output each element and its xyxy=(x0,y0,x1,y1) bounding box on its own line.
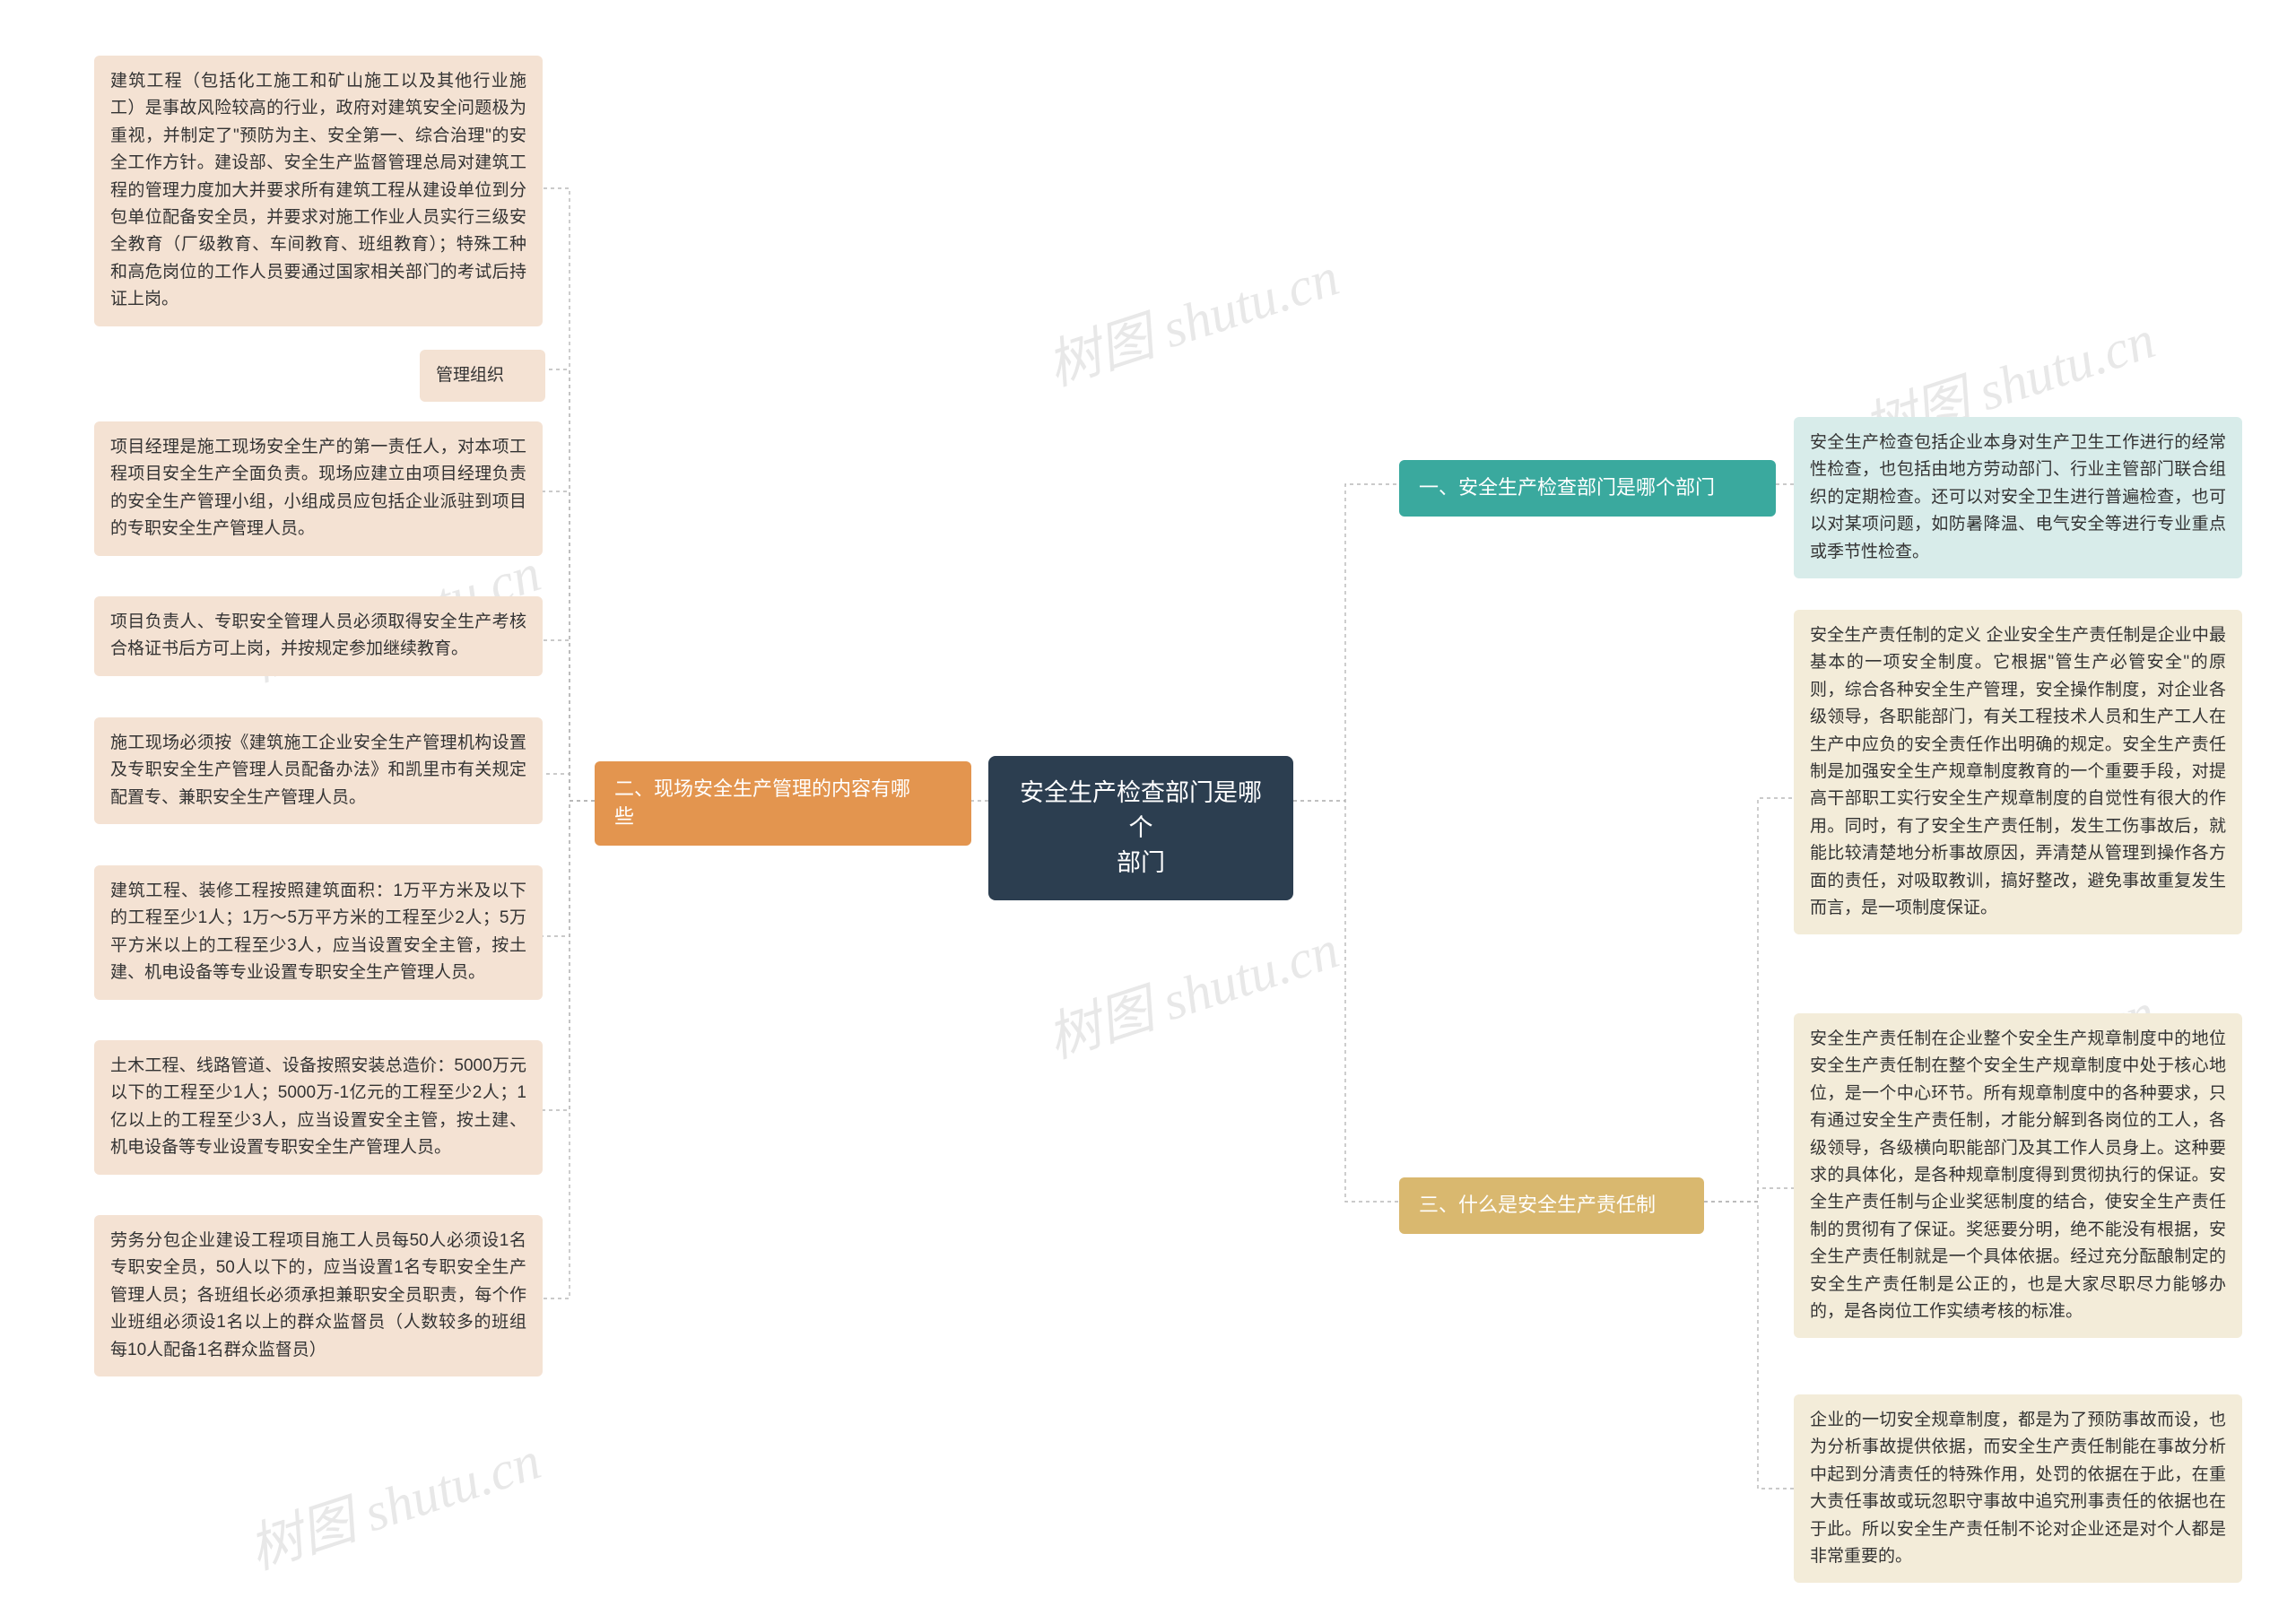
leaf-b2-8-text: 劳务分包企业建设工程项目施工人员每50人必须设1名专职安全员，50人以下的，应当… xyxy=(110,1231,526,1359)
branch-3-label: 三、什么是安全生产责任制 xyxy=(1419,1194,1656,1216)
leaf-b3-3-text: 企业的一切安全规章制度，都是为了预防事故而设，也为分析事故提供依据，而安全生产责… xyxy=(1810,1411,2226,1566)
leaf-b2-3-text: 项目经理是施工现场安全生产的第一责任人，对本项工程项目安全生产全面负责。现场应建… xyxy=(110,438,526,538)
leaf-b1-1: 安全生产检查包括企业本身对生产卫生工作进行的经常性检查，也包括由地方劳动部门、行… xyxy=(1794,417,2242,578)
central-text-l1: 安全生产检查部门是哪个 xyxy=(1020,779,1262,841)
leaf-b3-1: 安全生产责任制的定义 企业安全生产责任制是企业中最基本的一项安全制度。它根据"管… xyxy=(1794,610,2242,934)
branch-node-2: 二、现场安全生产管理的内容有哪 些 xyxy=(595,761,971,846)
leaf-b2-2-text: 管理组织 xyxy=(436,366,504,385)
leaf-b3-1-text: 安全生产责任制的定义 企业安全生产责任制是企业中最基本的一项安全制度。它根据"管… xyxy=(1810,626,2226,917)
leaf-b3-3: 企业的一切安全规章制度，都是为了预防事故而设，也为分析事故提供依据，而安全生产责… xyxy=(1794,1394,2242,1583)
mindmap-canvas: 树图 shutu.cn树图 shutu.cn树图 shutu.cn树图 shut… xyxy=(0,0,2296,1624)
branch-2-label-l2: 些 xyxy=(614,805,634,828)
central-node: 安全生产检查部门是哪个 部门 xyxy=(988,756,1293,900)
leaf-b2-7: 土木工程、线路管道、设备按照安装总造价：5000万元以下的工程至少1人；5000… xyxy=(94,1040,543,1175)
leaf-b2-6-text: 建筑工程、装修工程按照建筑面积：1万平方米及以下的工程至少1人；1万～5万平方米… xyxy=(110,881,526,982)
leaf-b2-2: 管理组织 xyxy=(420,350,545,402)
leaf-b2-1-text: 建筑工程（包括化工施工和矿山施工以及其他行业施工）是事故风险较高的行业，政府对建… xyxy=(110,72,526,308)
leaf-b3-2-text: 安全生产责任制在企业整个安全生产规章制度中的地位 安全生产责任制在整个安全生产规… xyxy=(1810,1029,2226,1321)
branch-node-3: 三、什么是安全生产责任制 xyxy=(1399,1177,1704,1234)
leaf-b2-7-text: 土木工程、线路管道、设备按照安装总造价：5000万元以下的工程至少1人；5000… xyxy=(110,1056,526,1157)
leaf-b2-5: 施工现场必须按《建筑施工企业安全生产管理机构设置及专职安全生产管理人员配备办法》… xyxy=(94,717,543,824)
leaf-b2-3: 项目经理是施工现场安全生产的第一责任人，对本项工程项目安全生产全面负责。现场应建… xyxy=(94,421,543,556)
central-text-l2: 部门 xyxy=(1117,849,1165,876)
leaf-b2-4-text: 项目负责人、专职安全管理人员必须取得安全生产考核合格证书后方可上岗，并按规定参加… xyxy=(110,612,526,658)
leaf-b2-8: 劳务分包企业建设工程项目施工人员每50人必须设1名专职安全员，50人以下的，应当… xyxy=(94,1215,543,1376)
leaf-b2-4: 项目负责人、专职安全管理人员必须取得安全生产考核合格证书后方可上岗，并按规定参加… xyxy=(94,596,543,676)
leaf-b1-1-text: 安全生产检查包括企业本身对生产卫生工作进行的经常性检查，也包括由地方劳动部门、行… xyxy=(1810,433,2226,561)
branch-node-1: 一、安全生产检查部门是哪个部门 xyxy=(1399,460,1776,517)
leaf-b2-5-text: 施工现场必须按《建筑施工企业安全生产管理机构设置及专职安全生产管理人员配备办法》… xyxy=(110,734,526,807)
branch-2-label-l1: 二、现场安全生产管理的内容有哪 xyxy=(614,777,910,800)
leaf-b3-2: 安全生产责任制在企业整个安全生产规章制度中的地位 安全生产责任制在整个安全生产规… xyxy=(1794,1013,2242,1338)
leaf-b2-6: 建筑工程、装修工程按照建筑面积：1万平方米及以下的工程至少1人；1万～5万平方米… xyxy=(94,865,543,1000)
branch-1-label: 一、安全生产检查部门是哪个部门 xyxy=(1419,476,1715,499)
leaf-b2-1: 建筑工程（包括化工施工和矿山施工以及其他行业施工）是事故风险较高的行业，政府对建… xyxy=(94,56,543,326)
